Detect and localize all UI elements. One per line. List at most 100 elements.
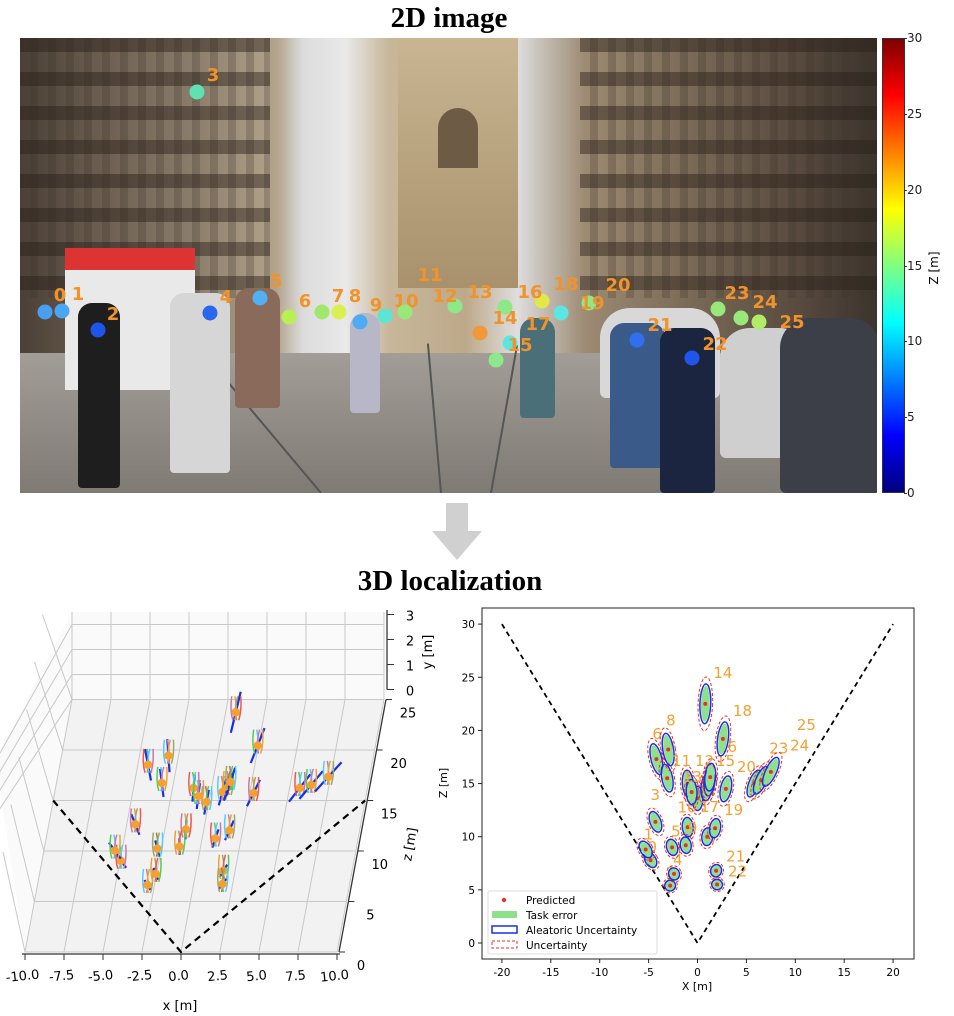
car: [780, 318, 877, 493]
uncertainty-ellipse: [683, 774, 700, 810]
task-error-ellipse: [712, 879, 722, 890]
y-axis-label: y [m]: [421, 635, 436, 670]
person-id-label: 1: [71, 284, 85, 305]
colorbar-tick-label: 5: [904, 410, 915, 425]
uncertainty-ellipse: [679, 813, 696, 841]
person-depth-dot: [314, 304, 330, 320]
person-id-label: 6: [298, 291, 312, 312]
person-depth-dot: [710, 301, 726, 317]
person-id-label: 25: [779, 312, 805, 333]
aleatoric-ellipse: [649, 743, 664, 776]
colorbar-label: Z [m]: [927, 251, 941, 285]
skeleton-stroke: [294, 771, 298, 797]
uncertainty-ellipse: [679, 765, 696, 802]
predicted-point: [665, 776, 670, 781]
legend-entry: Uncertainty: [526, 940, 587, 952]
skeleton-stroke: [225, 854, 230, 880]
aleatoric-ellipse: [708, 817, 722, 839]
person-point: [295, 783, 304, 793]
uncertainty-ellipse: [641, 849, 660, 871]
cyclist: [235, 288, 280, 408]
skeleton-stroke: [181, 830, 186, 855]
predicted-point: [714, 868, 719, 873]
x-tick-label: -15: [542, 967, 559, 979]
right-buildings: [580, 38, 877, 298]
person-id-label: 10: [678, 798, 697, 816]
task-error-ellipse: [763, 758, 778, 785]
uncertainty-ellipse: [663, 835, 681, 859]
person-id-label: 17: [700, 798, 719, 816]
predicted-point: [768, 769, 773, 774]
grid-line: [2, 851, 337, 953]
person-id-label: 13: [467, 282, 493, 303]
person-id-label: 16: [718, 738, 737, 756]
person-id-label: 22: [702, 334, 728, 355]
aleatoric-ellipse: [660, 763, 674, 793]
task-error-ellipse: [651, 745, 662, 773]
predicted-point: [670, 845, 675, 850]
person-id-label: 17: [525, 314, 551, 335]
legend-box: [487, 890, 658, 955]
task-error-ellipse: [662, 765, 673, 791]
person-id-label: 22: [728, 863, 747, 881]
person-id-label: 9: [688, 819, 698, 837]
person-id-label: 14: [713, 664, 732, 682]
person-depth-dot: [202, 305, 218, 321]
task-error-ellipse: [669, 868, 679, 880]
task-error-ellipse: [681, 837, 691, 853]
skeleton-stroke: [150, 857, 154, 883]
skeleton-stroke: [174, 830, 178, 855]
x-tick-label: 15: [838, 967, 851, 979]
x-tick-label: -5.0: [87, 968, 114, 986]
legend-entry: Predicted: [526, 895, 575, 907]
legend-task-error-swatch: [492, 911, 517, 918]
skeleton-stroke: [247, 776, 252, 802]
uncertainty-ellipse: [698, 769, 715, 806]
legend-entry: Task error: [525, 910, 578, 922]
person-id-label: 2: [666, 864, 676, 882]
person-depth-dot: [751, 314, 767, 330]
aleatoric-ellipse: [681, 816, 694, 838]
x-tick-label: -10: [591, 967, 608, 979]
skeleton-stroke: [137, 808, 142, 833]
skeleton-stroke: [223, 814, 228, 839]
person-point: [143, 880, 152, 890]
z-tick-label: 10: [372, 858, 389, 873]
person-point: [164, 751, 173, 760]
uncertainty-ellipse: [701, 763, 718, 802]
skeleton-stroke: [109, 834, 113, 859]
uncertainty-ellipse: [689, 781, 706, 816]
uncertainty-ellipse: [714, 715, 732, 763]
person-point: [249, 788, 258, 798]
x-tick-label: 20: [886, 967, 899, 979]
person-id-label: 12: [695, 752, 714, 770]
person-id-label: 19: [724, 801, 743, 819]
person-id-label: 3: [650, 786, 660, 804]
task-error-ellipse: [640, 842, 652, 857]
person-depth-dot: [553, 305, 569, 321]
predicted-point: [654, 757, 659, 762]
legend-aleatoric-swatch: [491, 925, 518, 934]
x-tick-label: 2.5: [207, 968, 229, 985]
person-depth-dot: [447, 298, 463, 314]
skeleton-stroke: [188, 771, 192, 797]
task-error-ellipse: [645, 853, 656, 867]
colorbar-tick-label: 20: [903, 182, 923, 197]
person-id-label: 25: [797, 716, 816, 734]
person-id-label: 7: [331, 286, 345, 307]
grid-line: [0, 624, 384, 755]
predicted-point: [653, 819, 658, 824]
person-id-label: 11: [417, 265, 443, 286]
person-id-label: 21: [726, 848, 745, 866]
task-error-ellipse: [667, 840, 677, 855]
z-tick-label: 25: [400, 707, 417, 722]
z-axis-line: [338, 699, 387, 953]
task-error-ellipse: [711, 865, 721, 877]
person-point: [324, 772, 333, 782]
colorbar-tick-label: 30: [903, 31, 923, 45]
predicted-point: [703, 701, 708, 706]
person-depth-dot: [581, 295, 597, 311]
z-axis-label: z [m]: [400, 826, 421, 862]
person-id-label: 4: [219, 287, 233, 308]
depth-colorbar: [882, 38, 905, 493]
